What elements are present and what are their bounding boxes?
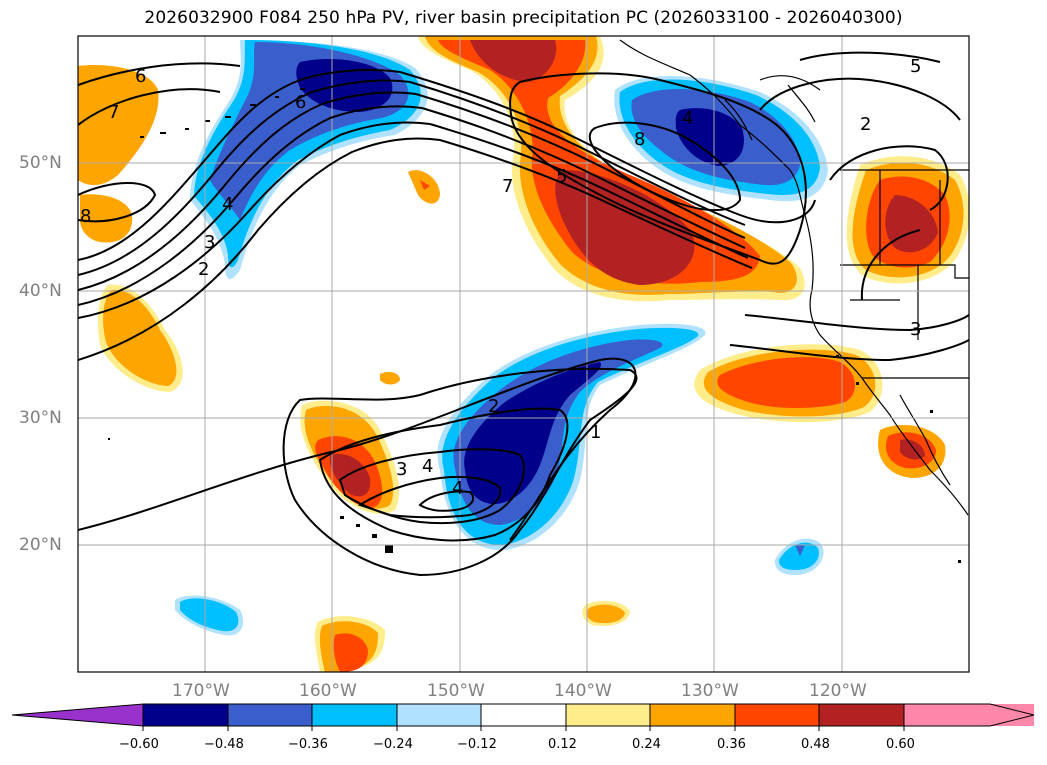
contour-label: 7 xyxy=(108,102,119,123)
colorbar-bin xyxy=(734,703,820,727)
colorbar-tick-label: −0.12 xyxy=(457,737,497,752)
colorbar-bin xyxy=(227,703,313,727)
coastlines xyxy=(619,39,969,516)
colorbar-tick-label: 0.24 xyxy=(632,737,661,752)
contour-label: 2 xyxy=(488,396,499,417)
lon-label: 130°W xyxy=(681,681,739,701)
colorbar-bin xyxy=(818,703,905,727)
colorbar-tick-label: 0.60 xyxy=(886,737,915,752)
colorbar-extend-high xyxy=(903,703,1035,727)
lon-label: 140°W xyxy=(554,681,612,701)
colorbar-bin xyxy=(480,703,567,727)
contour-label: 4 xyxy=(452,478,463,499)
contour-label: 4 xyxy=(422,456,433,477)
contour-label: 3 xyxy=(396,459,407,480)
lon-label: 170°W xyxy=(172,681,230,701)
colorbar-bin xyxy=(142,703,229,727)
lat-label: 30°N xyxy=(19,408,62,428)
contour-label: 7 xyxy=(502,176,513,197)
contour-label: 6 xyxy=(135,66,146,87)
contour-label: 2 xyxy=(860,114,871,135)
colorbar-bin xyxy=(311,703,398,727)
graticule xyxy=(78,36,969,672)
chart-title: 2026032900 F084 250 hPa PV, river basin … xyxy=(144,8,903,28)
lat-label: 40°N xyxy=(19,281,62,301)
lat-label: 50°N xyxy=(19,153,62,173)
contour-label: 5 xyxy=(910,56,921,77)
lat-label: 20°N xyxy=(19,535,62,555)
contour-label: 4 xyxy=(682,108,693,129)
lon-label: 160°W xyxy=(299,681,357,701)
colorbar-tick-label: −0.60 xyxy=(119,737,159,752)
colorbar-bin xyxy=(396,703,482,727)
contour-label: 1 xyxy=(590,422,601,443)
contour-label: 3 xyxy=(204,232,215,253)
colorbar-bin xyxy=(649,703,736,727)
colorbar-tick-label: 0.36 xyxy=(717,737,746,752)
lon-label: 150°W xyxy=(427,681,485,701)
colorbar-tick-label: 0.48 xyxy=(801,737,830,752)
map-panel: 6 7 8 4 3 2 7 5 6 8 4 2 5 3 2 4 3 4 1 xyxy=(78,36,969,672)
colorbar-tick-label: −0.36 xyxy=(288,737,328,752)
contour-label: 4 xyxy=(222,194,233,215)
pv-contours xyxy=(78,51,969,577)
contour-label: 5 xyxy=(556,166,567,187)
colorbar-extend-low xyxy=(11,703,144,727)
positive-anomaly-shading xyxy=(78,36,969,672)
colorbar-tick-label: 0.12 xyxy=(548,737,577,752)
lon-label: 120°W xyxy=(809,681,867,701)
negative-anomaly-shading xyxy=(175,40,828,636)
contour-label: 6 xyxy=(295,92,306,113)
colorbar-tick-label: −0.24 xyxy=(373,737,413,752)
colorbar-tick-label: −0.48 xyxy=(204,737,244,752)
map-frame xyxy=(77,35,970,673)
colorbar-bin xyxy=(565,703,651,727)
contour-label: 8 xyxy=(80,206,91,227)
contour-label: 3 xyxy=(910,319,921,340)
contour-labels: 6 7 8 4 3 2 7 5 6 8 4 2 5 3 2 4 3 4 1 xyxy=(80,56,921,499)
colorbar xyxy=(11,703,1035,731)
contour-label: 2 xyxy=(198,259,209,280)
contour-label: 8 xyxy=(634,129,645,150)
